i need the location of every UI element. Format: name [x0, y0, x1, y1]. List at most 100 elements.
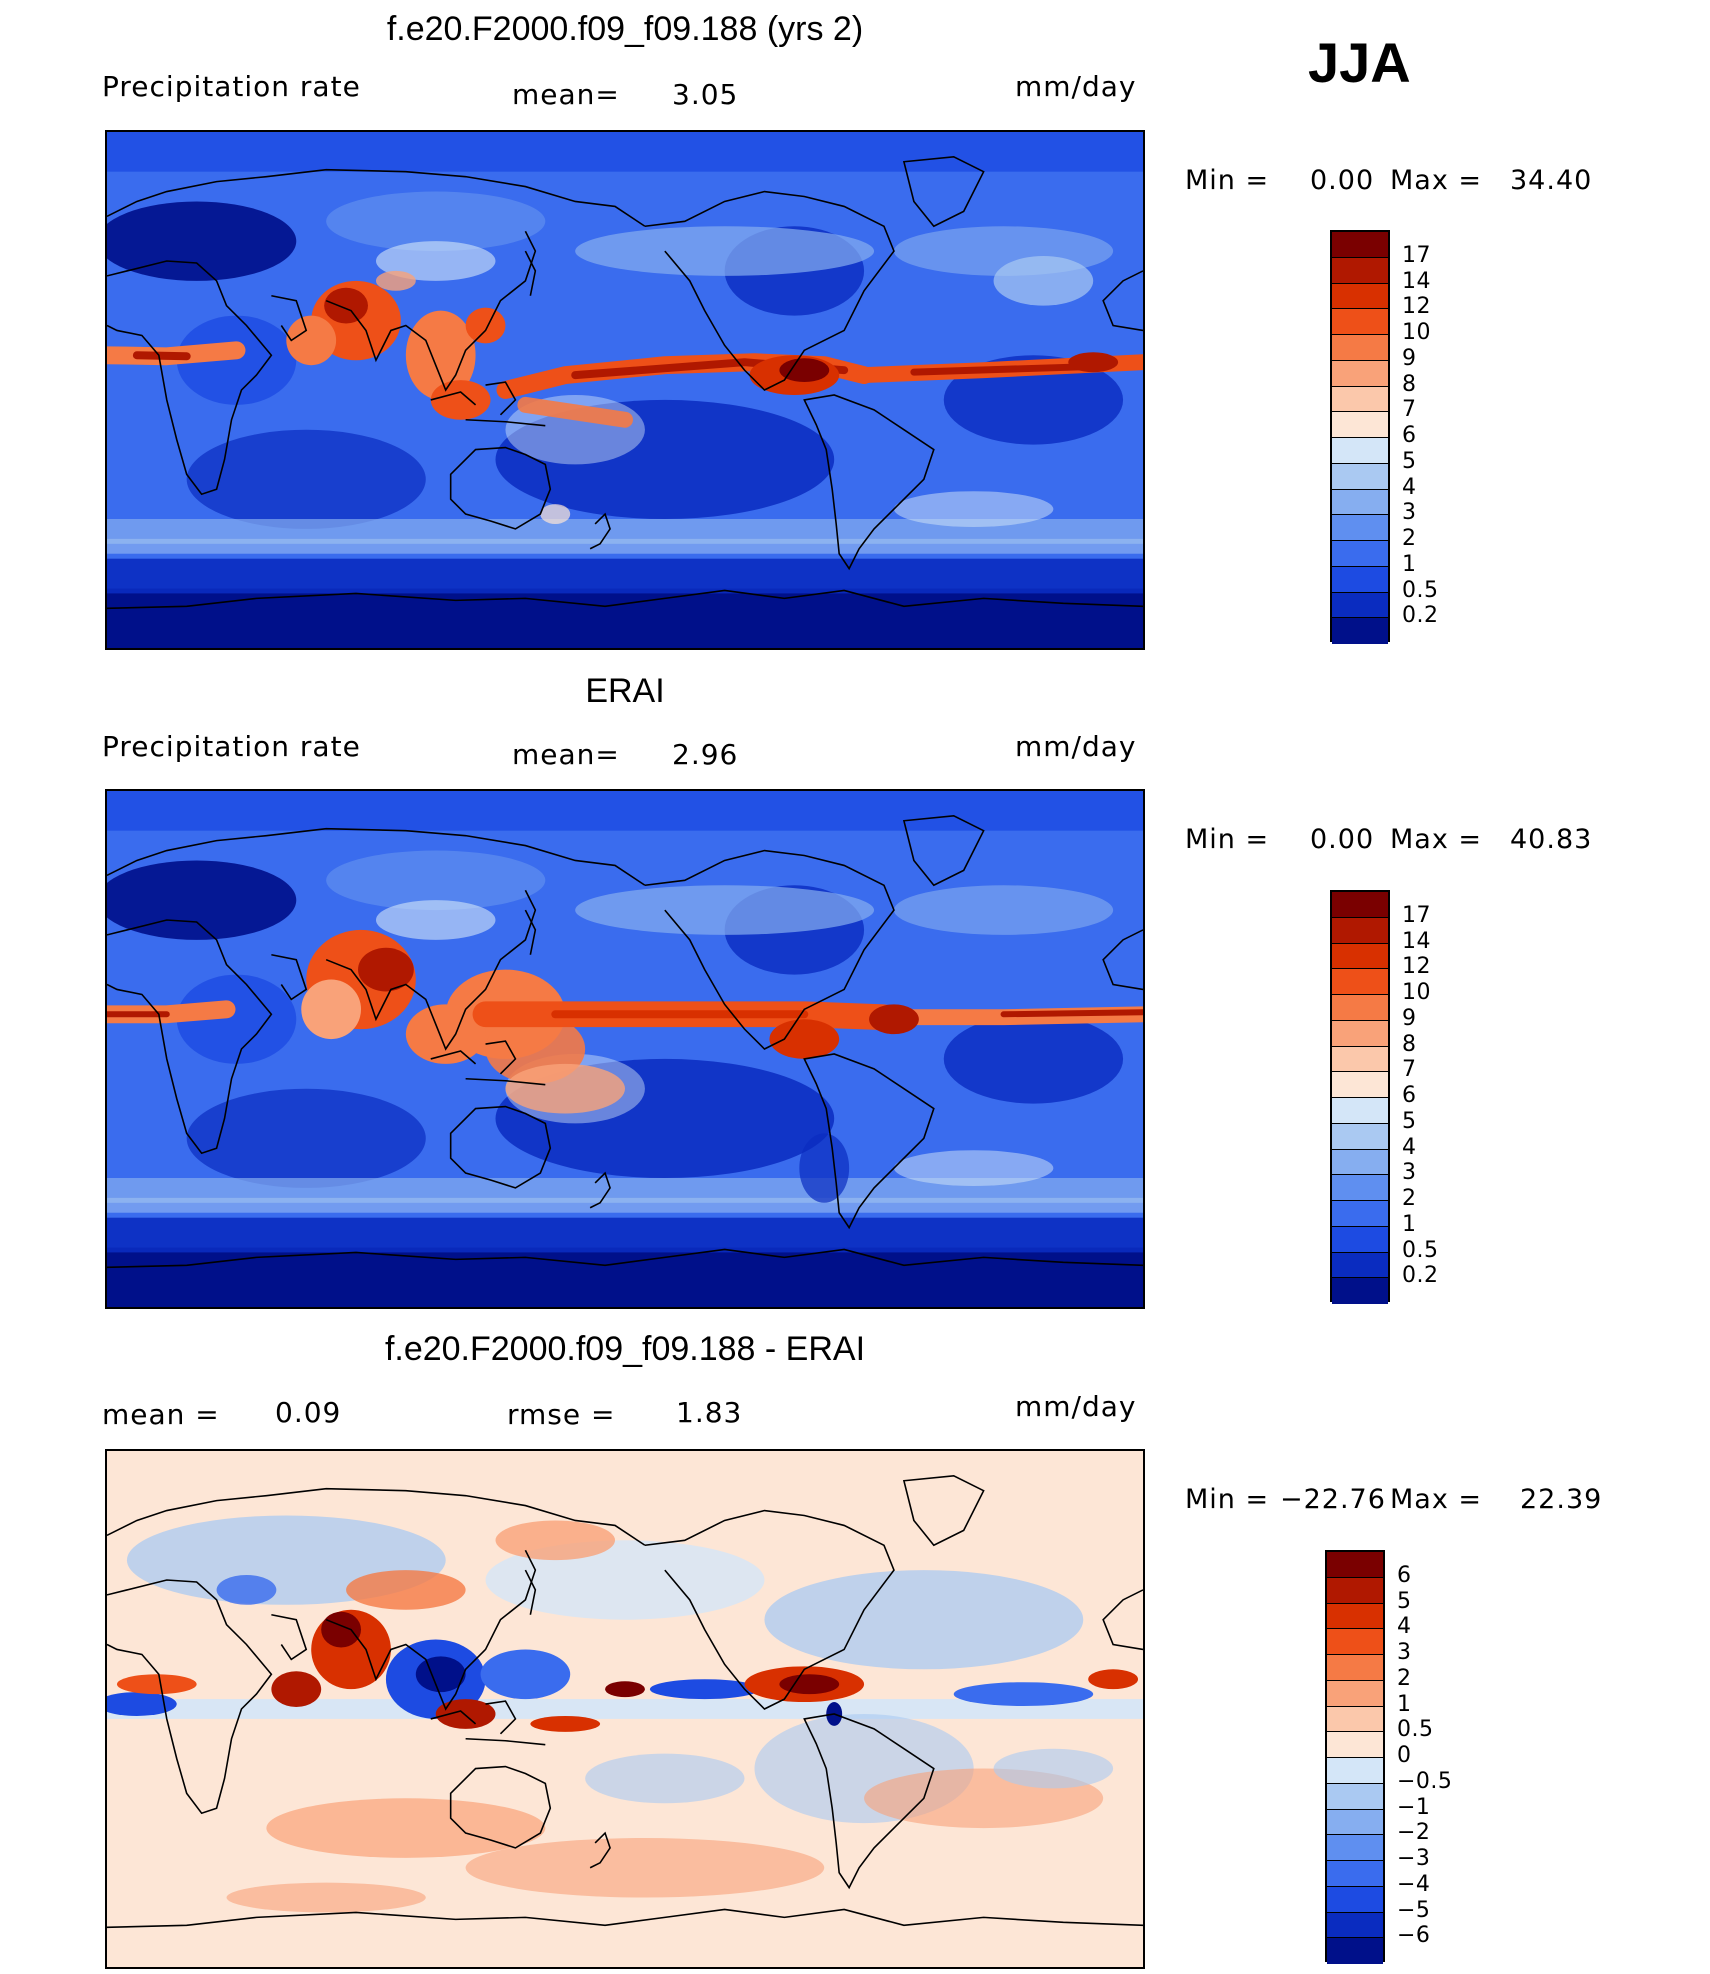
panel-1-units: mm/day	[1015, 70, 1137, 103]
coastline	[644, 1509, 895, 1710]
panel-2-colorbar-swatch	[1332, 1072, 1388, 1098]
coastline	[107, 1487, 646, 1546]
coastline	[107, 168, 646, 227]
field-blob	[216, 1575, 277, 1605]
field-blob	[430, 380, 491, 420]
panel-3-colorbar-tick-label: 2	[1397, 1665, 1412, 1691]
field-blob	[405, 1004, 486, 1064]
panel-2-min-value: 0.00	[1310, 824, 1375, 855]
panel-1-colorbar-tick-label: 17	[1402, 242, 1431, 268]
panel-1-colorbar-tick-label: 8	[1402, 371, 1417, 397]
panel-3-mean-value: 0.09	[275, 1396, 342, 1429]
field-blob	[465, 1838, 825, 1898]
panel-1-colorbar-tick-label: 9	[1402, 345, 1417, 371]
field-blob	[326, 850, 546, 911]
coastline	[271, 1549, 537, 1711]
panel-1-colorbar-tick-label: 7	[1402, 397, 1417, 423]
field-blob	[271, 1671, 322, 1708]
panel-3-colorbar-tick-label: 0.5	[1397, 1717, 1434, 1743]
panel-1-colorbar-swatch	[1332, 463, 1388, 490]
panel-1-colorbar-swatch	[1332, 438, 1388, 464]
panel-3-title: f.e20.F2000.f09_f09.188 - ERAI	[384, 1330, 866, 1368]
field-blob	[779, 358, 830, 383]
panel-1-colorbar-tick-label: 6	[1402, 423, 1417, 448]
field-blob	[286, 315, 337, 366]
panel-2-colorbar-tick-label: 10	[1402, 980, 1431, 1005]
field-blob	[346, 1570, 466, 1610]
panel-2-colorbar-swatch	[1332, 1123, 1388, 1150]
panel-1-colorbar-swatch	[1332, 489, 1388, 516]
panel-3-min-value: −22.76	[1280, 1484, 1386, 1515]
panel-3-colorbar-swatch	[1327, 1886, 1383, 1913]
panel-1-colorbar-swatch	[1332, 335, 1388, 361]
field-blob	[540, 504, 571, 524]
panel-2-min-label: Min =	[1185, 824, 1270, 855]
panel-2-colorbar-tick-label: 8	[1402, 1031, 1417, 1057]
panel-2-map-svg	[107, 791, 1143, 1307]
panel-3-colorbar-swatch	[1327, 1577, 1383, 1604]
panel-2-map	[105, 789, 1145, 1309]
field-band	[107, 588, 1143, 648]
field-blob	[321, 1611, 362, 1648]
panel-3-rmse-value: 1.83	[676, 1396, 743, 1429]
panel-3-colorbar-tick-label: 6	[1397, 1562, 1412, 1588]
panel-3-colorbar-swatch	[1327, 1912, 1383, 1939]
coastline	[902, 155, 985, 228]
panel-3-colorbar-swatch	[1327, 1783, 1383, 1810]
panel-2-colorbar-swatch	[1332, 995, 1388, 1021]
panel-1-colorbar-tick-label: 0.2	[1402, 603, 1439, 629]
panel-3-map	[105, 1449, 1145, 1969]
panel-2-field-label: Precipitation rate	[102, 730, 361, 763]
panel-3-colorbar-swatch	[1327, 1732, 1383, 1758]
panel-2-colorbar	[1330, 890, 1390, 1304]
field-blob	[893, 491, 1054, 527]
panel-2-colorbar-swatch	[1332, 1175, 1388, 1201]
panel-1-map	[105, 130, 1145, 650]
field-blob	[505, 1063, 625, 1114]
panel-1-title: f.e20.F2000.f09_f09.188 (yrs 2)	[386, 10, 864, 48]
field-blob	[575, 226, 875, 276]
panel-3-colorbar-tick-label: 4	[1397, 1614, 1412, 1640]
panel-1-colorbar-tick-label: 2	[1402, 526, 1417, 551]
field-blob	[435, 1699, 496, 1729]
coastline	[107, 260, 273, 496]
season-label: JJA	[1308, 31, 1411, 94]
panel-1-map-svg	[107, 132, 1143, 648]
coastline	[524, 1569, 537, 1615]
panel-2-max-value: 40.83	[1510, 824, 1593, 855]
panel-3-colorbar-tick-label: −4	[1397, 1871, 1431, 1897]
coastline	[449, 1105, 552, 1189]
coastline	[107, 1579, 273, 1815]
panel-2-colorbar-tick-label: 0.5	[1402, 1237, 1439, 1263]
coastline	[107, 1248, 1143, 1269]
panel-1-mean-value: 3.05	[672, 78, 739, 111]
coastline	[644, 190, 895, 391]
panel-3-colorbar-swatch	[1327, 1629, 1383, 1655]
field-blob	[605, 1681, 645, 1698]
itcz-band	[1000, 1009, 1143, 1018]
panel-2-colorbar-tick-label: 6	[1402, 1083, 1417, 1108]
panel-2-max-label: Max =	[1390, 824, 1483, 855]
panel-1-min-value: 0.00	[1310, 165, 1375, 196]
panel-2-colorbar-tick-label: 0.2	[1402, 1263, 1439, 1289]
field-blob	[107, 1692, 177, 1716]
field-blob	[575, 885, 875, 935]
field-blob	[186, 1088, 426, 1188]
coastline	[430, 381, 546, 427]
coastline	[589, 1831, 611, 1869]
coastline	[1102, 270, 1143, 332]
panel-2-colorbar-swatch	[1332, 1046, 1388, 1073]
field-blob	[893, 1150, 1054, 1186]
field-blob	[869, 1004, 919, 1035]
field-blob	[495, 399, 835, 519]
field-blob	[326, 191, 546, 252]
field-blob	[226, 1882, 426, 1913]
coastline	[107, 919, 273, 1155]
coastline	[430, 1700, 546, 1746]
coastline	[803, 1053, 935, 1230]
coastline	[107, 589, 1143, 610]
itcz-band	[910, 362, 1107, 376]
panel-3-colorbar-tick-label: −3	[1397, 1846, 1431, 1871]
panel-3-mean-label: mean =	[102, 1398, 220, 1431]
field-blob	[943, 1014, 1124, 1104]
